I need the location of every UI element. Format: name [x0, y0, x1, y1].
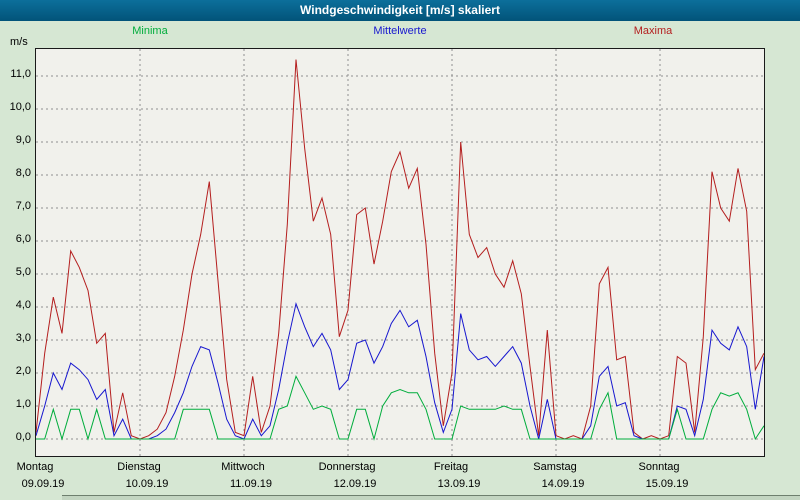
y-tick-label: 2,0 — [15, 365, 31, 377]
x-date-label: 10.09.19 — [125, 478, 169, 490]
x-weekday-label: Samstag — [533, 461, 577, 473]
y-tick-label: 3,0 — [15, 332, 31, 344]
y-tick-label: 1,0 — [15, 398, 31, 410]
title-bar: Windgeschwindigkeit [m/s] skaliert — [0, 0, 800, 21]
x-date-label: 15.09.19 — [645, 478, 689, 490]
x-weekday-label: Dienstag — [117, 461, 161, 473]
y-tick-label: 6,0 — [15, 233, 31, 245]
legend-maxima: Maxima — [633, 25, 673, 37]
plot-area — [35, 48, 765, 457]
x-weekday-label: Donnerstag — [318, 461, 376, 473]
y-tick-label: 11,0 — [10, 68, 31, 80]
y-tick-label: 5,0 — [15, 266, 31, 278]
y-tick-label: 8,0 — [15, 167, 31, 179]
x-date-label: 13.09.19 — [437, 478, 481, 490]
x-date-label: 14.09.19 — [541, 478, 585, 490]
horizontal-scrollbar[interactable] — [62, 495, 800, 500]
x-weekday-label: Freitag — [433, 461, 469, 473]
chart-canvas — [36, 49, 764, 456]
y-tick-label: 9,0 — [15, 134, 31, 146]
x-date-label: 09.09.19 — [21, 478, 65, 490]
y-tick-label: 0,0 — [15, 431, 31, 443]
x-weekday-label: Mittwoch — [221, 461, 265, 473]
y-tick-label: 4,0 — [15, 299, 31, 311]
x-date-label: 12.09.19 — [333, 478, 377, 490]
legend-mittelwerte: Mittelwerte — [373, 25, 427, 37]
y-tick-label: 7,0 — [15, 200, 31, 212]
legend-minima: Minima — [132, 25, 168, 37]
window-title: Windgeschwindigkeit [m/s] skaliert — [300, 3, 500, 17]
y-tick-label: 10,0 — [9, 101, 31, 113]
x-weekday-label: Sonntag — [638, 461, 680, 473]
y-axis-unit-label: m/s — [10, 36, 28, 48]
x-date-label: 11.09.19 — [229, 478, 272, 490]
x-weekday-label: Montag — [16, 461, 54, 473]
